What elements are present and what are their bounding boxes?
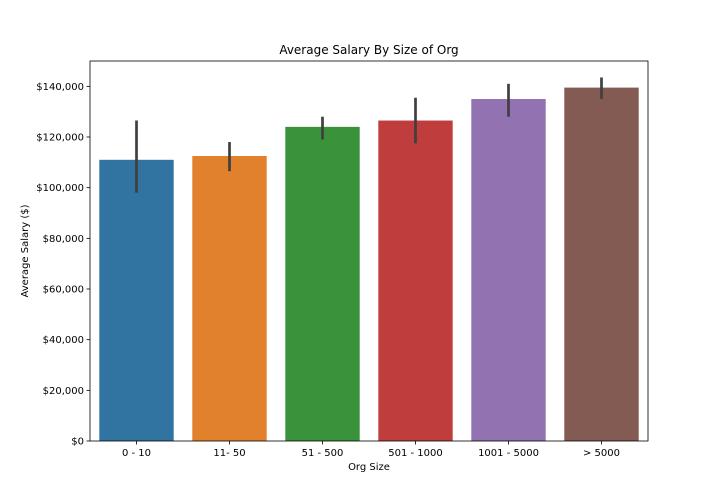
x-axis: 0 - 10 11- 50 51 - 500 501 - 1000 1001 - 500…: [122, 441, 620, 459]
y-axis-title: Average Salary ($): [20, 204, 31, 297]
x-axis-title: Org Size: [348, 462, 390, 473]
chart-title: Average Salary By Size of Org: [279, 43, 458, 57]
bars-group: [99, 87, 639, 442]
bar-3: [378, 120, 453, 442]
y-tick-label-0: $0: [71, 437, 84, 448]
bar-5: [564, 87, 639, 441]
x-tick-label-4: 1001 - 5000: [478, 448, 539, 459]
y-tick-label-3: $60,000: [43, 285, 84, 296]
x-tick-label-2: 51 - 500: [302, 448, 344, 459]
y-tick-label-4: $80,000: [43, 234, 84, 245]
plot-frame: [89, 60, 649, 442]
bar-4: [471, 99, 546, 441]
x-tick-label-0: 0 - 10: [122, 448, 151, 459]
y-tick-label-1: $20,000: [43, 386, 84, 397]
y-tick-label-2: $40,000: [43, 335, 84, 346]
y-axis: $0 $20,000 $40,000 $60,000 $80,000 $100,000 $1…: [36, 82, 90, 448]
y-tick-label-7: $140,000: [36, 82, 84, 93]
y-tick-label-6: $120,000: [36, 133, 84, 144]
bar-2: [285, 126, 360, 441]
x-tick-label-3: 501 - 1000: [388, 448, 443, 459]
x-tick-label-1: 11- 50: [213, 448, 245, 459]
error-bars-group: [135, 77, 603, 193]
bar-0: [99, 159, 174, 442]
x-tick-label-5: > 5000: [583, 448, 620, 459]
y-tick-label-5: $100,000: [36, 183, 84, 194]
bar-1: [192, 156, 267, 441]
